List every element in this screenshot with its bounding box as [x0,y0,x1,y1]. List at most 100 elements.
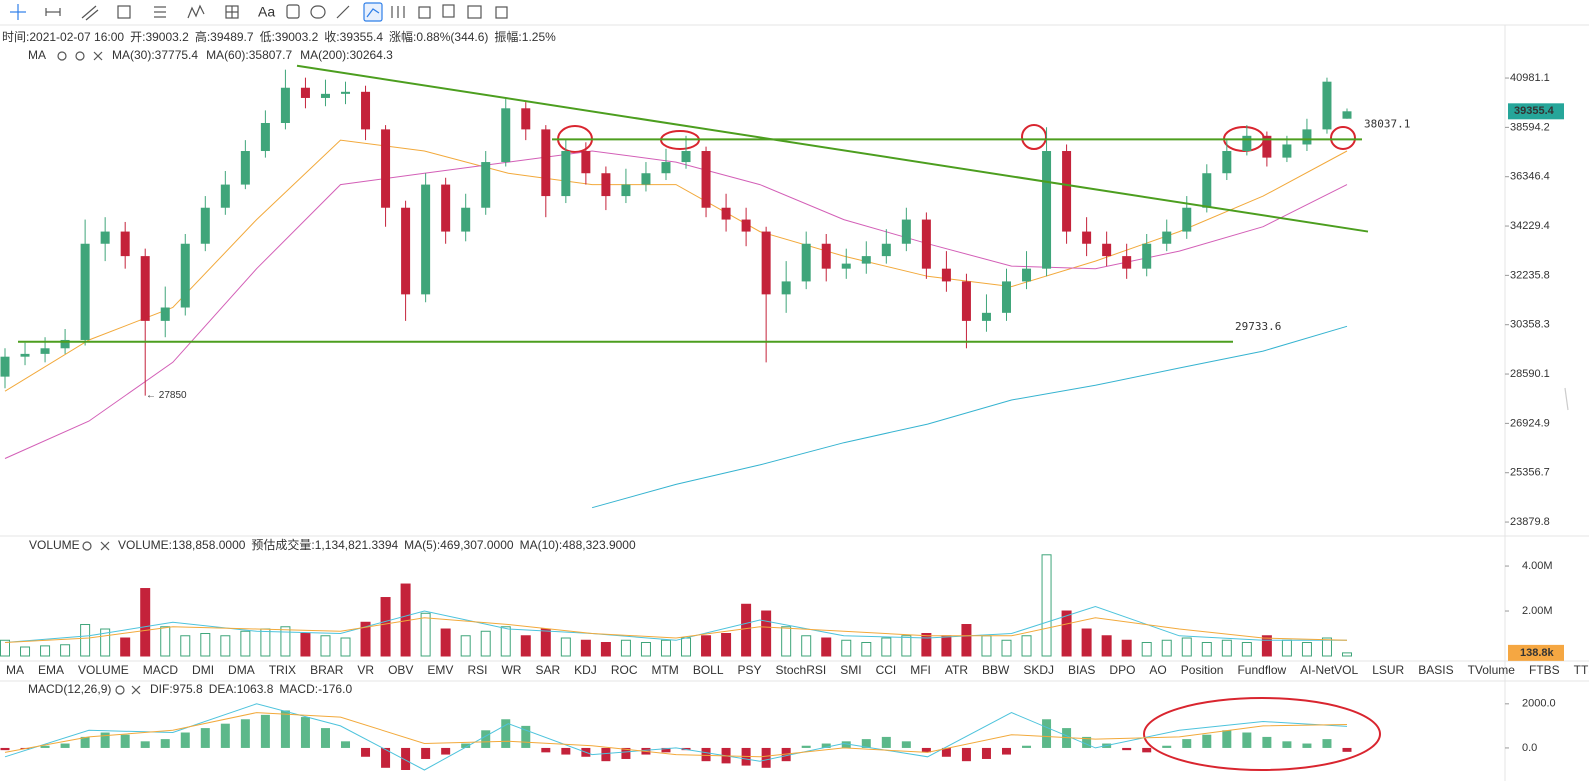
volume-bar [280,626,291,657]
indicator-tab[interactable]: DPO [1109,663,1135,677]
y-tick-label: 2.00M [1522,605,1553,617]
volume-bar [1021,635,1032,657]
indicator-tab[interactable]: EMA [38,663,64,677]
volume-bar [1241,642,1252,657]
volume-bar [1181,637,1192,657]
volume-ma-line [4,617,1348,643]
indicator-tab[interactable]: BIAS [1068,663,1095,677]
indicator-tab[interactable]: DMI [192,663,214,677]
indicator-tab[interactable]: BOLL [693,663,724,677]
indicator-tab[interactable]: LSUR [1372,663,1404,677]
indicator-tab[interactable]: AO [1149,663,1166,677]
legend-title: VOLUME [29,538,80,552]
indicator-tab[interactable]: ROC [611,663,638,677]
macd-bar [621,747,631,759]
indicator-tab[interactable]: WR [501,663,521,677]
indicator-tab[interactable]: KDJ [574,663,597,677]
indicator-tab[interactable]: PSY [738,663,762,677]
rect-tool[interactable] [117,5,131,19]
indicator-tab[interactable]: TVolume [1468,663,1516,677]
volume-bar [20,646,31,657]
macd-bar [280,710,290,748]
candle-body [501,108,511,163]
indicator-tab[interactable]: BRAR [310,663,344,677]
ma-line [4,139,1348,392]
indicator-tab[interactable]: VOLUME [78,663,129,677]
pattern-tool[interactable] [187,4,205,19]
indicator-tab[interactable]: SKDJ [1023,663,1054,677]
volume-bar [0,639,10,657]
candle-body [1262,135,1272,158]
candle-body [1282,144,1292,158]
info-value: 39003.2 [145,30,189,44]
trend-line [296,64,1369,233]
candle-body [741,219,751,232]
candle-body [1082,231,1092,244]
indicator-tab[interactable]: DMA [228,663,255,677]
volume-bar [200,633,211,657]
candle-body [100,231,110,244]
indicator-tab[interactable]: MACD [143,663,179,677]
volume-bar [881,637,892,657]
indicator-tab[interactable]: Position [1181,663,1224,677]
macd-bar [1142,747,1152,753]
volume-bar [260,628,271,657]
candle-body [721,207,731,220]
measure-tool[interactable] [225,5,239,19]
indicator-tab[interactable]: EMV [427,663,453,677]
y-tick-label: 23879.8 [1510,516,1550,528]
candle-body [821,243,831,269]
misc-tools[interactable] [286,2,508,22]
macd-bar [300,717,310,748]
volume-bar [360,621,371,657]
volume-bar [220,635,231,657]
indicator-tab[interactable]: Fundflow [1237,663,1286,677]
hline-tool[interactable] [45,8,61,16]
indicator-tab[interactable]: BASIS [1418,663,1453,677]
macd-bar [901,741,911,748]
indicator-tab[interactable]: BBW [982,663,1010,677]
indicator-tab[interactable]: SAR [535,663,560,677]
macd-bar [100,732,110,748]
y-tick-label: 38594.2 [1510,121,1550,133]
indicator-tab[interactable]: ATR [945,663,968,677]
macd-bar [441,747,451,755]
fib-tool[interactable] [154,6,166,18]
info-value: 0.88%(344.6) [416,30,488,44]
indicator-tab[interactable]: VR [357,663,374,677]
macd-bar [841,741,851,748]
macd-bar [501,719,511,748]
info-label: 开: [130,30,145,44]
crosshair-tool[interactable] [10,4,26,20]
macd-bar [801,745,811,748]
candle-body [661,162,671,174]
candle-body [1222,151,1232,174]
indicator-tab[interactable]: StochRSI [776,663,827,677]
indicator-tab[interactable]: CCI [876,663,897,677]
candle-body [180,243,190,308]
candle-body [1242,135,1252,152]
candle-body [921,219,931,269]
indicator-tab[interactable]: AI-NetVOL [1300,663,1358,677]
macd-bar [361,747,371,757]
indicator-tab[interactable]: RSI [467,663,487,677]
indicator-tab[interactable]: TTSI [1574,663,1589,677]
trend-tool[interactable] [81,5,99,21]
candle-body [20,353,30,357]
candle-body [1302,129,1312,145]
volume-bar [1281,639,1292,657]
text-tool[interactable]: Aa [258,4,275,20]
indicator-tab[interactable]: FTBS [1529,663,1560,677]
indicator-tab[interactable]: MTM [651,663,678,677]
candle-body [1322,81,1332,130]
macd-bar [481,730,491,748]
y-tick-label: 32235.8 [1510,269,1550,281]
indicator-tab[interactable]: TRIX [269,663,296,677]
volume-bar [1101,635,1112,657]
indicator-tab[interactable]: MFI [910,663,931,677]
indicator-tab[interactable]: MA [6,663,24,677]
legend-icons[interactable] [57,51,1569,695]
indicator-tab[interactable]: SMI [840,663,861,677]
candle-body [541,129,551,197]
indicator-tab[interactable]: OBV [388,663,413,677]
